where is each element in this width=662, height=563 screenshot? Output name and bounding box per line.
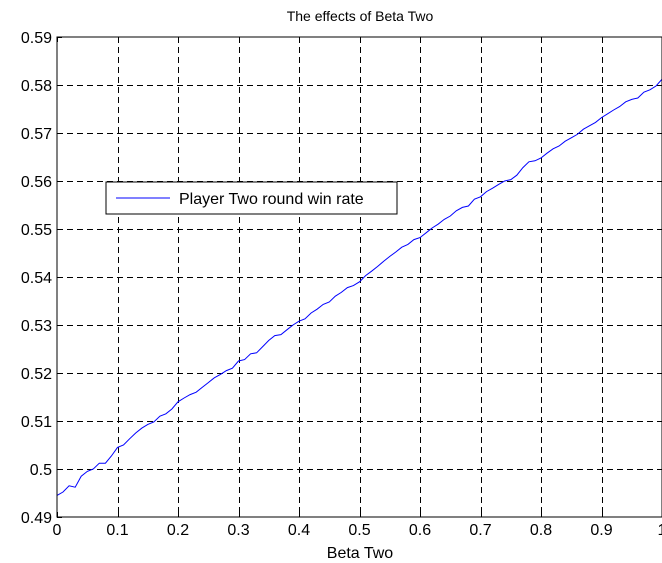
x-tick-label: 0.7 [469, 522, 491, 539]
y-tick-label: 0.49 [21, 510, 52, 527]
x-tick-labels: 0 0.1 0.2 0.3 0.4 0.5 0.6 0.7 0.8 0.9 1 [53, 522, 662, 539]
axis-ticks [57, 37, 603, 518]
y-tick-label: 0.57 [21, 126, 52, 143]
x-tick-label: 0.4 [288, 522, 310, 539]
x-tick-label: 0.3 [227, 522, 249, 539]
x-tick-label: 0.5 [348, 522, 370, 539]
y-tick-label: 0.54 [21, 270, 52, 287]
legend: Player Two round win rate [105, 181, 398, 215]
y-tick-label: 0.59 [21, 30, 52, 47]
x-tick-label: 0.8 [530, 522, 552, 539]
x-axis-title: Beta Two [327, 545, 394, 562]
y-tick-label: 0.5 [30, 462, 52, 479]
x-tick-label: 0.1 [106, 522, 128, 539]
chart-title: The effects of Beta Two [287, 8, 434, 24]
legend-label: Player Two round win rate [179, 191, 364, 208]
grid-lines [57, 37, 662, 517]
y-tick-label: 0.52 [21, 366, 52, 383]
y-tick-labels: 0.49 0.5 0.51 0.52 0.53 0.54 0.55 0.56 0.57 0.58 0… [21, 30, 52, 527]
series-layer [56, 78, 662, 496]
y-tick-label: 0.55 [21, 222, 52, 239]
x-tick-label: 0.6 [409, 522, 431, 539]
y-tick-label: 0.51 [21, 414, 52, 431]
x-tick-label: 0 [53, 522, 62, 539]
series-line [56, 78, 662, 496]
x-tick-label: 1 [658, 522, 662, 539]
y-tick-label: 0.58 [21, 78, 52, 95]
x-tick-label: 0.2 [167, 522, 189, 539]
y-tick-label: 0.53 [21, 318, 52, 335]
x-tick-label: 0.9 [590, 522, 612, 539]
y-tick-label: 0.56 [21, 174, 52, 191]
